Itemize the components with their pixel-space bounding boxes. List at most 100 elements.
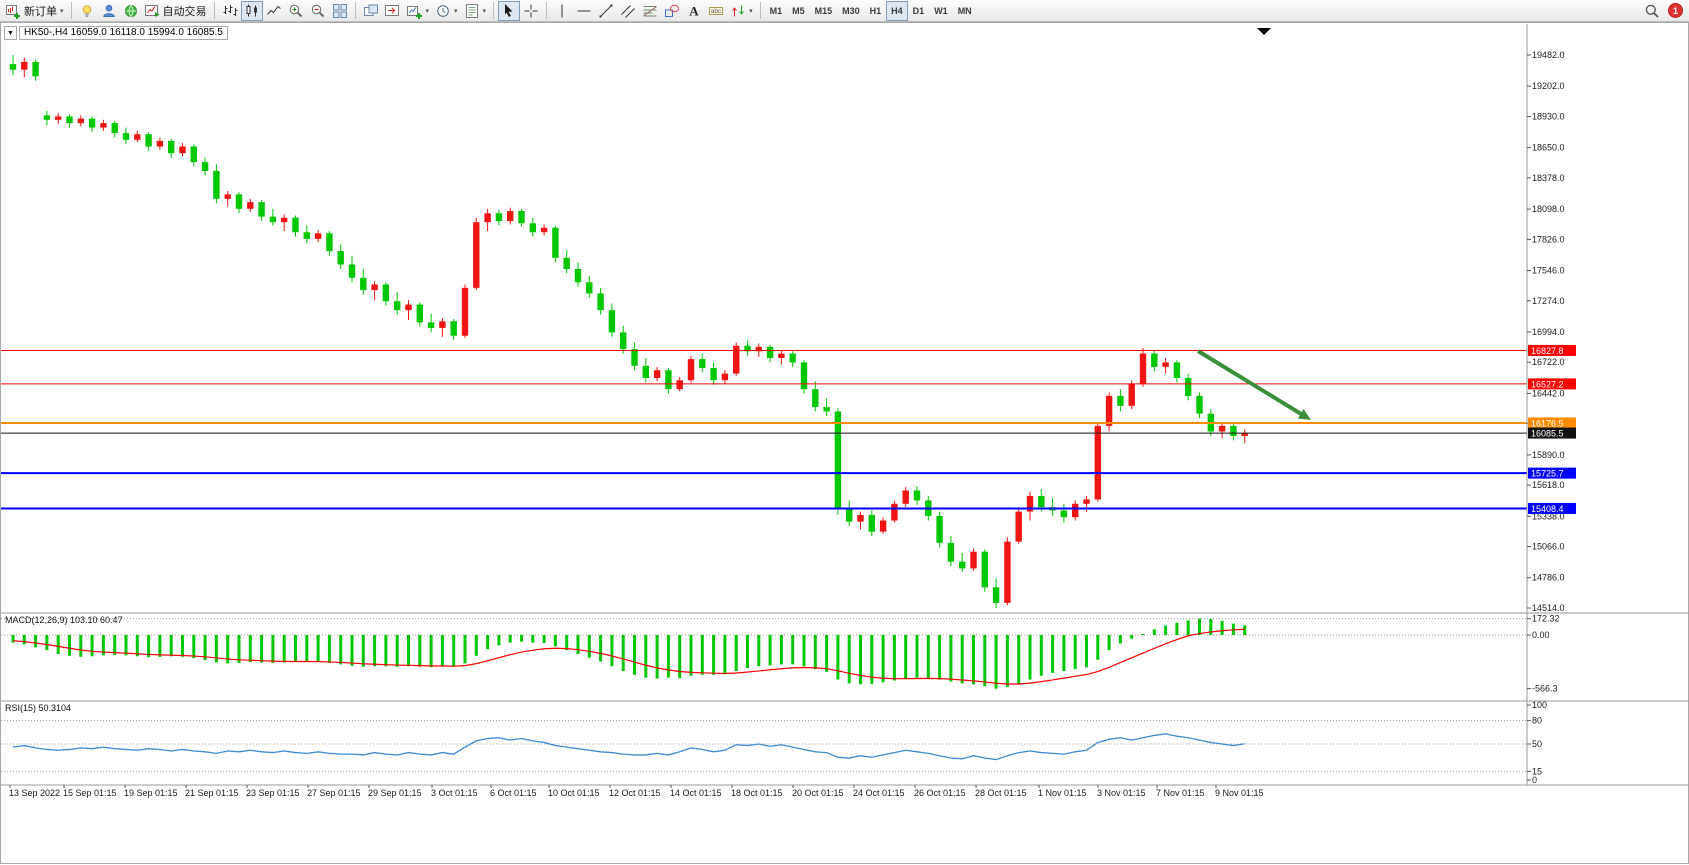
cursor-icon <box>501 3 517 19</box>
candle-body <box>484 213 491 223</box>
candle-body <box>394 301 401 311</box>
zoom-in-button[interactable] <box>285 1 307 21</box>
candle-body <box>1162 362 1169 367</box>
chart-shift-button[interactable] <box>382 1 404 21</box>
candle-body <box>959 561 966 569</box>
tf-h4-button[interactable]: H4 <box>886 0 908 21</box>
idea-button[interactable] <box>76 1 98 21</box>
tf-h1-button[interactable]: H1 <box>865 1 887 21</box>
trendline-button[interactable] <box>595 1 617 21</box>
candle-body <box>21 61 28 70</box>
candle-body <box>947 542 955 562</box>
tf-m5-button[interactable]: M5 <box>787 1 810 21</box>
new-chart-button[interactable]: ▾ <box>404 1 433 21</box>
time-axis[interactable]: 13 Sep 2022 15 Sep 01:15 19 Sep 01:15 21 Se… <box>9 785 1264 798</box>
svg-text:50: 50 <box>1532 739 1542 749</box>
one-click-collapse-button[interactable]: ▼ <box>4 26 17 40</box>
fibonacci-button[interactable] <box>639 1 661 21</box>
svg-text:15725.7: 15725.7 <box>1531 469 1564 479</box>
crosshair-button[interactable] <box>520 1 542 21</box>
svg-text:9 Nov 01:15: 9 Nov 01:15 <box>1215 788 1264 798</box>
tf-m1-button[interactable]: M1 <box>765 1 788 21</box>
candle-body <box>348 264 356 278</box>
tf-m15-button[interactable]: M15 <box>810 1 838 21</box>
new-chart-icon <box>406 3 423 19</box>
text-button[interactable]: A <box>683 1 705 21</box>
svg-text:7 Nov 01:15: 7 Nov 01:15 <box>1156 788 1205 798</box>
candle-body <box>721 373 729 381</box>
notification-badge[interactable]: 1 <box>1668 3 1683 18</box>
arrows-button[interactable]: ▾ <box>727 1 756 21</box>
candle-body <box>620 332 627 350</box>
chart-canvas[interactable]: 19482.0 19202.0 18930.0 18650.0 18378.0 18098… <box>1 23 1689 865</box>
search-button[interactable] <box>1641 1 1663 21</box>
candle-body <box>314 233 322 239</box>
dropdown-arrow-icon: ▾ <box>454 7 458 15</box>
svg-text:16176.5: 16176.5 <box>1531 418 1564 428</box>
tf-d1-button[interactable]: D1 <box>908 1 930 21</box>
zoom-out-button[interactable] <box>307 1 329 21</box>
candle-body <box>168 140 175 154</box>
autotrading-button-label: 自动交易 <box>162 5 207 18</box>
svg-text:6 Oct 01:15: 6 Oct 01:15 <box>490 788 537 798</box>
candle-chart-button[interactable] <box>240 0 263 21</box>
candle-body <box>766 346 774 358</box>
candle-body <box>1094 425 1101 500</box>
rsi-pane: 100 80 50 150 <box>1 700 1547 785</box>
candle-body <box>653 370 661 379</box>
cursor-button[interactable] <box>498 0 521 21</box>
text-label-button[interactable]: abc <box>705 1 727 21</box>
zoom-in-icon <box>288 3 304 19</box>
tile-windows-button[interactable] <box>329 1 351 21</box>
svg-text:16994.0: 16994.0 <box>1532 327 1565 337</box>
bar-chart-icon <box>222 3 238 19</box>
price-tag <box>1528 427 1576 439</box>
candle-body <box>936 516 943 543</box>
candle-body <box>450 321 457 336</box>
svg-text:172.32: 172.32 <box>1532 614 1560 624</box>
shapes-icon <box>664 3 680 19</box>
candle-body <box>1026 496 1034 512</box>
candle-body <box>111 123 118 134</box>
price-tag <box>1528 467 1576 479</box>
rsi-indicator-label: RSI(15) 50.3104 <box>5 703 72 713</box>
toolbar-separator <box>213 2 215 19</box>
svg-text:23 Sep 01:15: 23 Sep 01:15 <box>246 788 300 798</box>
periods-button[interactable]: ▾ <box>432 1 461 21</box>
autotrading-button[interactable]: 自动交易 <box>142 1 210 21</box>
candle-body <box>1139 353 1147 384</box>
tf-m30-button[interactable]: M30 <box>837 1 865 21</box>
templates-button[interactable]: ▾ <box>461 1 490 21</box>
cascade-windows-button[interactable] <box>360 1 382 21</box>
svg-text:16527.2: 16527.2 <box>1531 379 1564 389</box>
tf-mn-button[interactable]: MN <box>953 1 977 21</box>
candle-body <box>100 123 107 128</box>
channel-button[interactable] <box>617 1 639 21</box>
chart-shift-marker[interactable] <box>1257 28 1271 35</box>
svg-text:16722.0: 16722.0 <box>1532 357 1565 367</box>
vertical-line-button[interactable] <box>551 1 573 21</box>
line-chart-button[interactable] <box>263 1 285 21</box>
candle-body <box>292 217 299 233</box>
market-button[interactable] <box>120 1 142 21</box>
new-order-button[interactable]: 新订单 ▾ <box>3 1 67 21</box>
candle-body <box>1117 395 1124 406</box>
svg-text:10 Oct 01:15: 10 Oct 01:15 <box>548 788 600 798</box>
candle-body <box>507 211 514 222</box>
toolbar-separator <box>354 2 356 19</box>
candle-body <box>303 232 310 239</box>
shapes-button[interactable] <box>661 1 683 21</box>
channel-icon <box>620 3 636 19</box>
bar-chart-button[interactable] <box>219 1 241 21</box>
candle-body <box>1105 395 1113 426</box>
candle-body <box>1173 362 1181 379</box>
tf-w1-button[interactable]: W1 <box>929 1 953 21</box>
price-axis[interactable]: 19482.0 19202.0 18930.0 18650.0 18378.0 18098… <box>1527 50 1576 613</box>
horizontal-line-button[interactable] <box>573 1 595 21</box>
community-button[interactable] <box>98 1 120 21</box>
candle-body <box>913 490 921 501</box>
candle-body <box>970 551 977 569</box>
trend-arrow[interactable] <box>1196 349 1302 416</box>
new-order-button-label: 新订单 <box>24 5 57 18</box>
svg-text:17826.0: 17826.0 <box>1532 234 1565 244</box>
